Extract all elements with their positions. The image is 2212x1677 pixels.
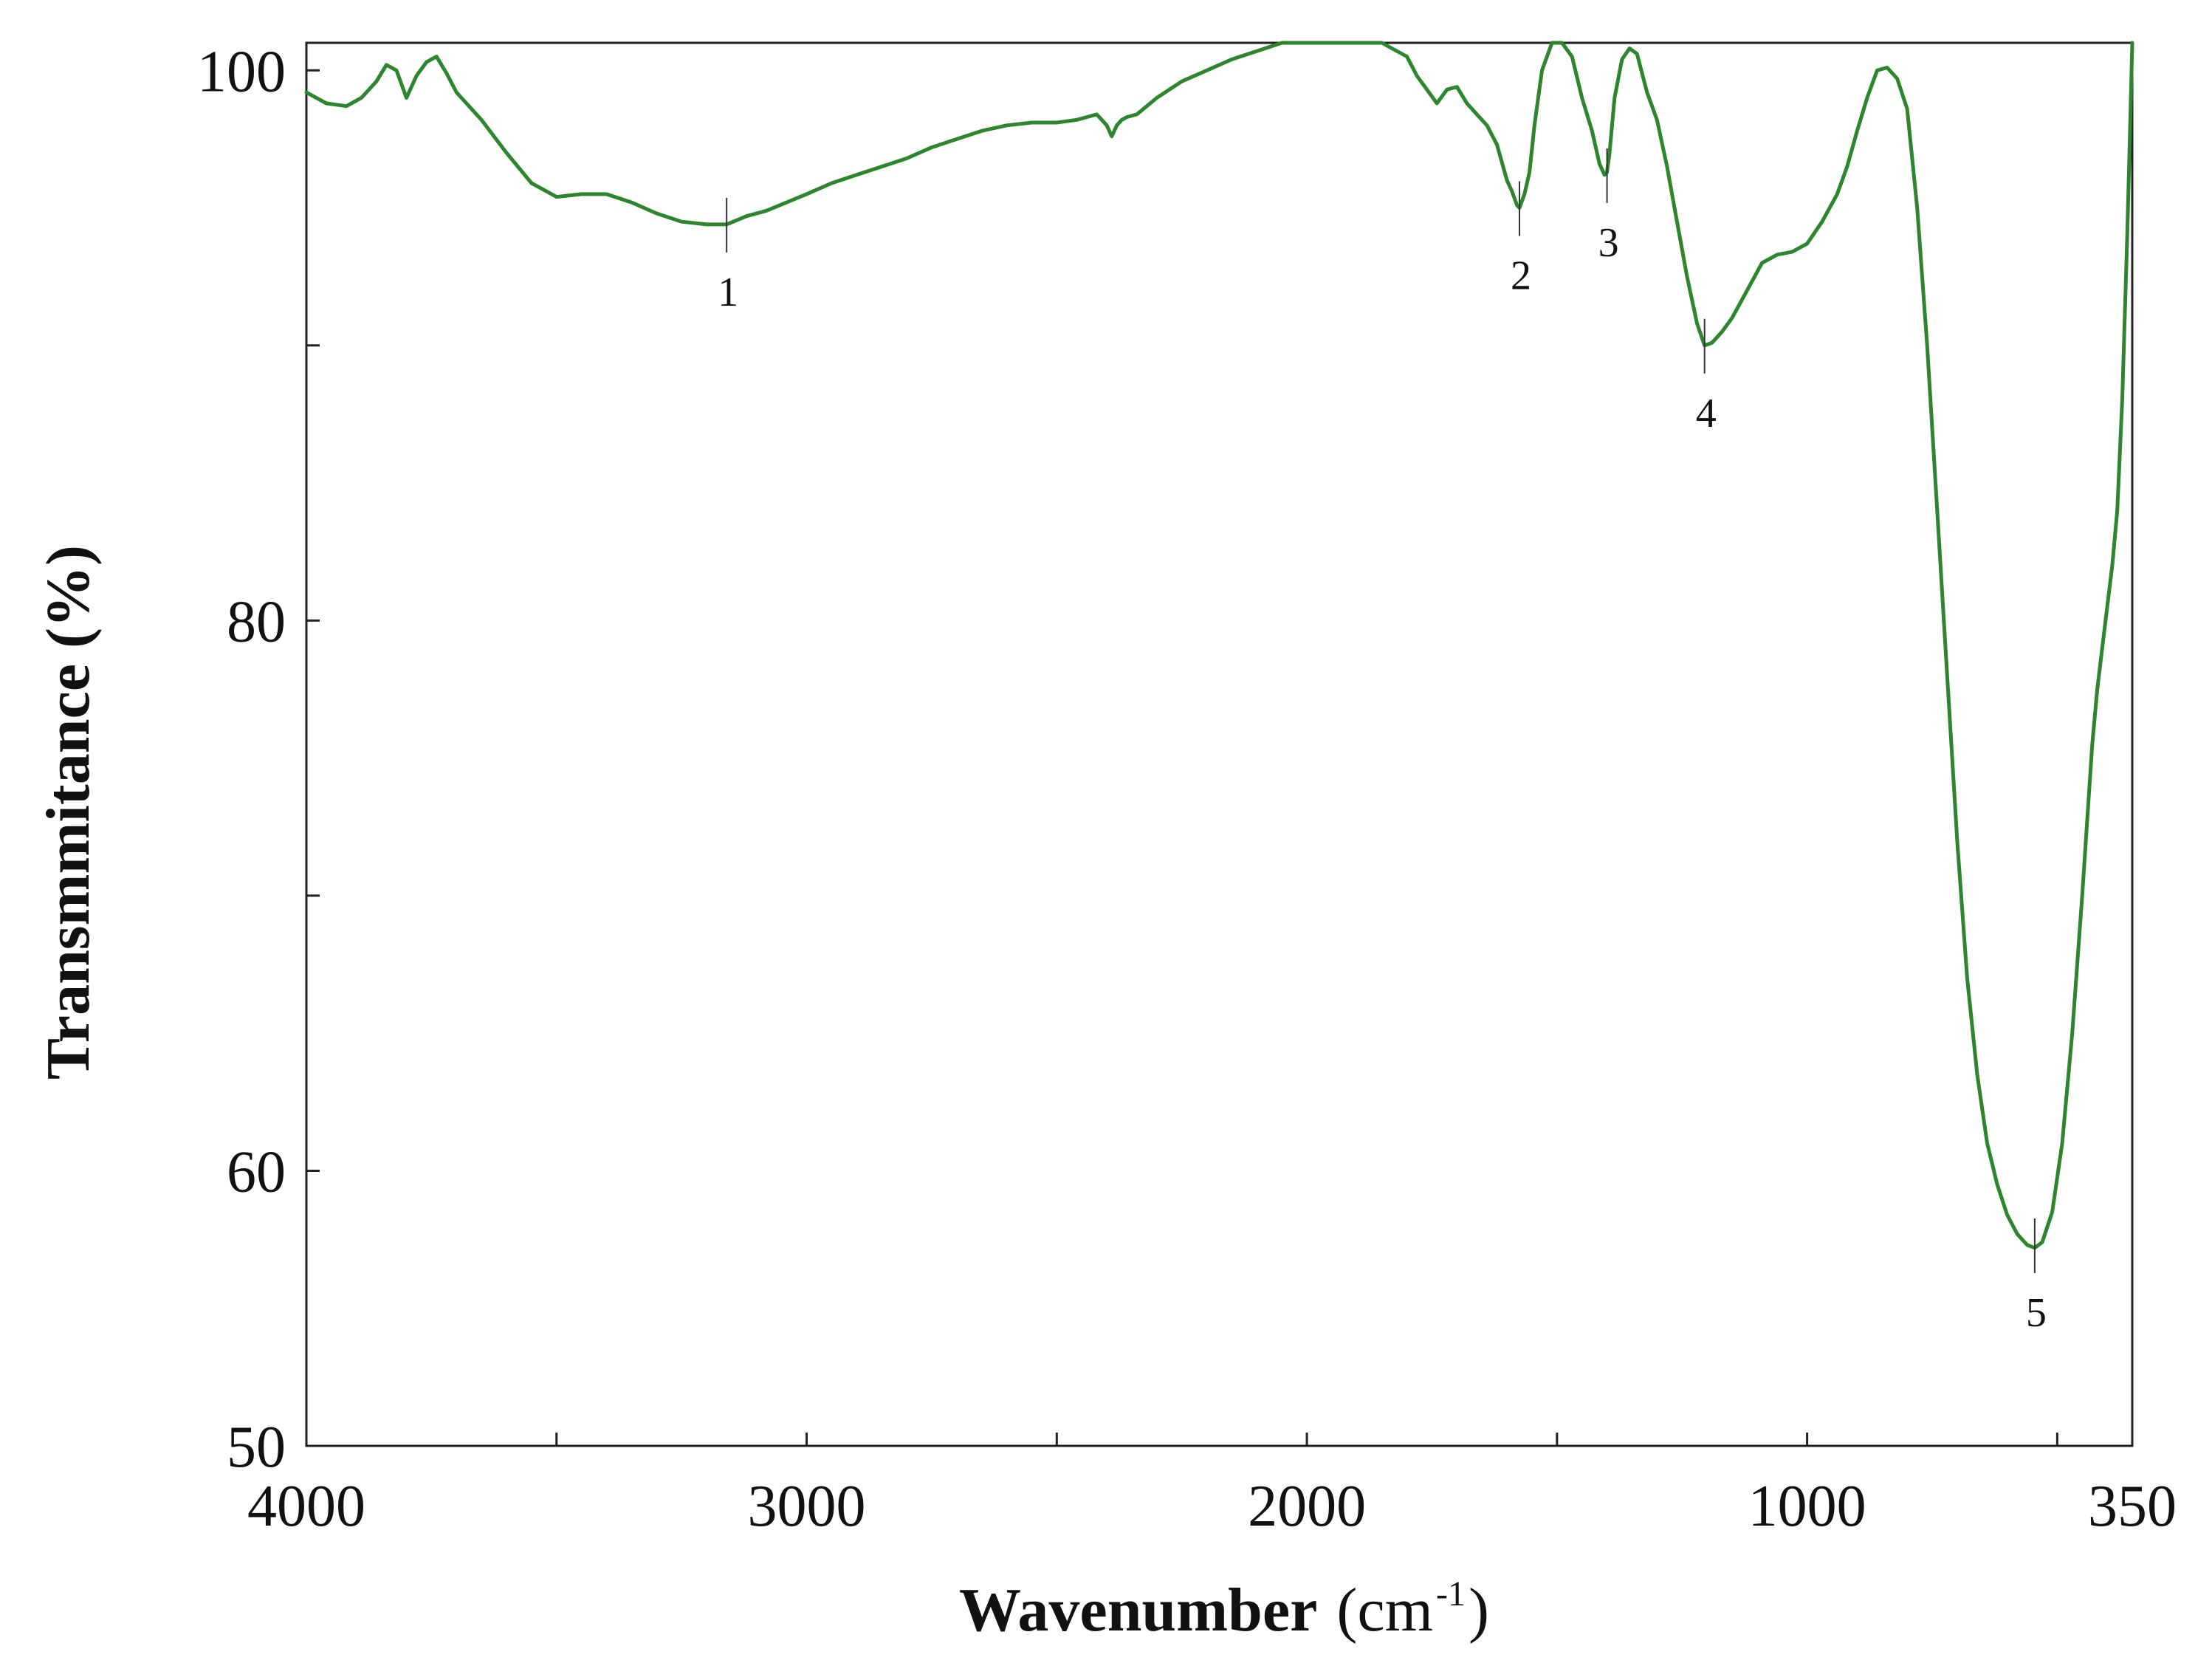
x-axis-unit-prefix: (cm <box>1336 1576 1433 1645</box>
axis-ticks: 4000 3000 2000 1000 350 50 60 80 100 <box>197 39 2177 1539</box>
y-tick-label: 80 <box>227 589 286 654</box>
plot-frame <box>305 41 2134 1447</box>
peak-label: 5 <box>2026 1290 2047 1336</box>
x-tick-label: 1000 <box>1748 1474 1866 1539</box>
peak-label: 3 <box>1598 220 1619 266</box>
x-tick-label: 2000 <box>1248 1474 1366 1539</box>
peak-label: 4 <box>1696 391 1717 436</box>
x-axis-unit-superscript: -1 <box>1436 1574 1466 1613</box>
axis-titles: Transmmitance (%) Wavenumber (cm -1 ) <box>34 545 1489 1645</box>
x-axis-unit-suffix: ) <box>1469 1576 1489 1645</box>
peak-label: 1 <box>718 270 738 315</box>
peak-label: 2 <box>1511 253 1531 299</box>
series-layer <box>304 41 2134 1250</box>
x-tick-label: 3000 <box>748 1474 866 1539</box>
x-axis-title-text: Wavenumber <box>959 1576 1317 1645</box>
plot-border <box>305 41 2134 1447</box>
x-tick-label: 4000 <box>247 1474 365 1539</box>
x-tick-label: 350 <box>2088 1474 2177 1539</box>
peak-markers: 1 2 3 4 5 <box>718 148 2047 1336</box>
x-axis-title: Wavenumber (cm -1 ) <box>959 1574 1489 1645</box>
y-tick-label: 60 <box>227 1139 286 1204</box>
y-axis-title: Transmmitance (%) <box>34 545 103 1080</box>
y-tick-label: 100 <box>197 39 286 104</box>
y-tick-label: 50 <box>227 1415 286 1480</box>
spectrum-line <box>304 41 2134 1250</box>
